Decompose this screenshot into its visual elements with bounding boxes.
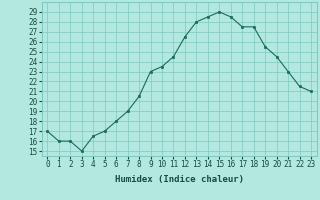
X-axis label: Humidex (Indice chaleur): Humidex (Indice chaleur) <box>115 175 244 184</box>
